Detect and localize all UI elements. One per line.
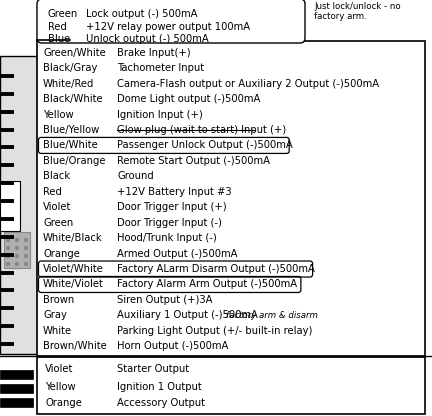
Circle shape [16,238,19,242]
Text: Orange: Orange [45,399,82,409]
Text: White/Violet: White/Violet [43,280,104,290]
Text: Black/White: Black/White [43,94,103,104]
Circle shape [25,262,28,265]
Text: Blue: Blue [48,34,70,44]
Text: Door Trigger Input (-): Door Trigger Input (-) [117,218,222,228]
Text: Blue/White: Blue/White [43,141,98,151]
FancyBboxPatch shape [37,0,305,43]
Circle shape [16,255,19,258]
Text: Just lock/unlock - no
factory arm.: Just lock/unlock - no factory arm. [314,2,400,21]
Text: Factory Alarm Arm Output (-)500mA: Factory Alarm Arm Output (-)500mA [117,280,297,290]
Text: Parking Light Output (+/- built-in relay): Parking Light Output (+/- built-in relay… [117,326,312,336]
Text: Violet: Violet [45,364,73,374]
Text: Door Trigger Input (+): Door Trigger Input (+) [117,202,227,212]
Text: Ground: Ground [117,171,154,181]
Text: Black/Gray: Black/Gray [43,63,97,73]
Text: Gray: Gray [43,310,67,320]
Circle shape [6,262,10,265]
Circle shape [6,255,10,258]
Text: White: White [43,326,72,336]
Text: Red: Red [48,22,67,32]
Text: Starter Output: Starter Output [117,364,189,374]
Circle shape [6,247,10,250]
Text: Red: Red [43,187,62,197]
Text: Yellow: Yellow [43,109,73,119]
Text: Black: Black [43,171,70,181]
Text: Green: Green [48,9,78,19]
Text: Violet: Violet [43,202,71,212]
Text: Blue/Orange: Blue/Orange [43,156,105,166]
Text: Tachometer Input: Tachometer Input [117,63,204,73]
Text: +12V Battery Input #3: +12V Battery Input #3 [117,187,232,197]
Text: Ignition 1 Output: Ignition 1 Output [117,381,202,391]
Text: Armed Output (-)500mA: Armed Output (-)500mA [117,249,238,259]
Text: Remote Start Output (-)500mA: Remote Start Output (-)500mA [117,156,270,166]
Bar [0,370,33,379]
Text: Brown/White: Brown/White [43,341,107,351]
Bar [0,398,33,407]
Text: Lock output (-) 500mA: Lock output (-) 500mA [86,9,197,19]
Text: Siren Output (+)3A: Siren Output (+)3A [117,295,213,305]
Text: +12V relay power output 100mA: +12V relay power output 100mA [86,22,250,32]
Text: White/Black: White/Black [43,233,103,243]
Circle shape [25,255,28,258]
Text: Green/White: Green/White [43,48,106,58]
Bar [0,181,20,231]
Bar [37,41,425,356]
Bar [37,357,425,414]
Text: Violet/White: Violet/White [43,264,104,274]
Bar [4,232,30,268]
Bar [0,384,33,393]
Text: Unlock output (-) 500mA: Unlock output (-) 500mA [86,34,209,44]
Circle shape [16,247,19,250]
Text: Green: Green [43,218,73,228]
Text: factory arm & disarm: factory arm & disarm [226,311,318,320]
Text: Horn Output (-)500mA: Horn Output (-)500mA [117,341,229,351]
Circle shape [25,238,28,242]
Text: Ignition Input (+): Ignition Input (+) [117,109,203,119]
Text: Factory ALarm Disarm Output (-)500mA: Factory ALarm Disarm Output (-)500mA [117,264,315,274]
Circle shape [6,238,10,242]
Text: Camera-Flash output or Auxiliary 2 Output (-)500mA: Camera-Flash output or Auxiliary 2 Outpu… [117,79,379,89]
Text: Accessory Output: Accessory Output [117,399,205,409]
Text: Brake Input(+): Brake Input(+) [117,48,191,58]
Text: Dome Light output (-)500mA: Dome Light output (-)500mA [117,94,260,104]
Text: Blue/Yellow: Blue/Yellow [43,125,99,135]
Text: Passenger Unlock Output (-)500mA: Passenger Unlock Output (-)500mA [117,141,293,151]
Text: White/Red: White/Red [43,79,94,89]
Circle shape [16,262,19,265]
Text: Yellow: Yellow [45,381,76,391]
Text: Auxiliary 1 Output (-)500mA: Auxiliary 1 Output (-)500mA [117,310,258,320]
Text: Glow plug (wait to start) Input (+): Glow plug (wait to start) Input (+) [117,125,286,135]
Text: Orange: Orange [43,249,80,259]
Text: Brown: Brown [43,295,74,305]
Text: Hood/Trunk Input (-): Hood/Trunk Input (-) [117,233,217,243]
Circle shape [25,247,28,250]
Bar [0,56,37,354]
